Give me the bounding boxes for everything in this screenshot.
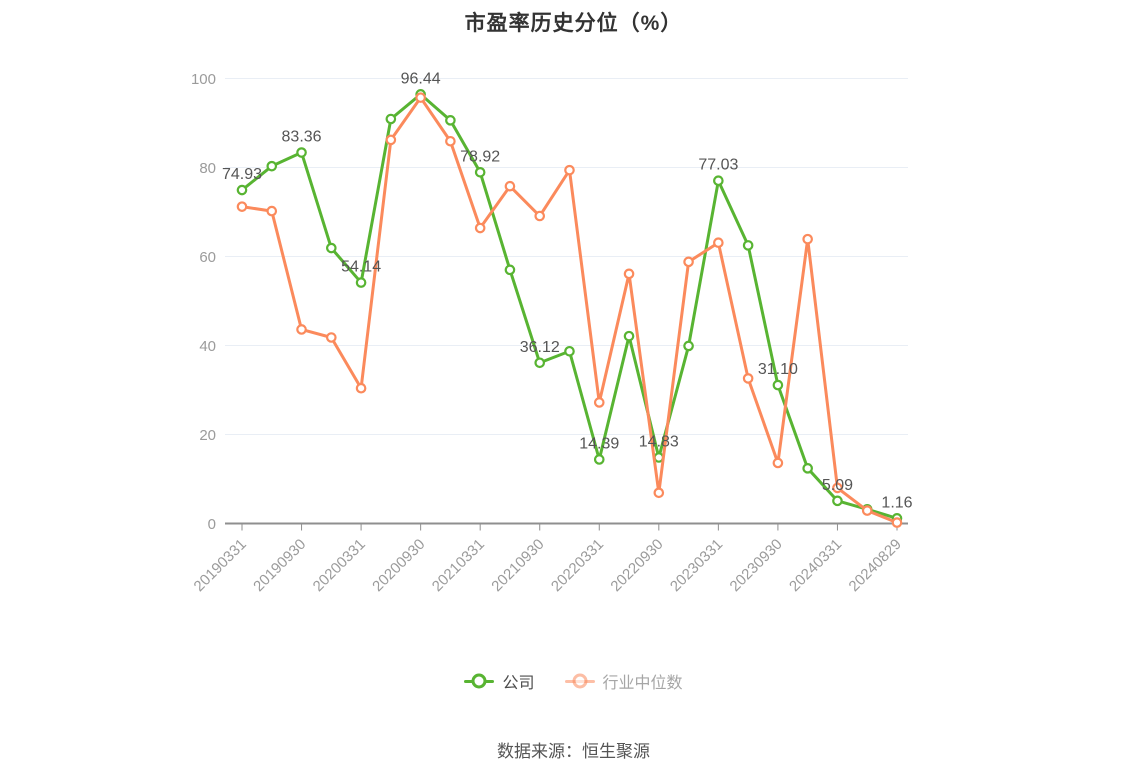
data-point-company-20191231[interactable] (326, 242, 337, 254)
data-point-industry-median-20210930[interactable] (534, 210, 546, 222)
data-point-company-20190930[interactable] (296, 147, 307, 158)
data-point-company-20190331[interactable] (236, 184, 248, 196)
data-point-industry-median-20231231[interactable] (802, 233, 813, 245)
point-value-label: 96.44 (401, 70, 441, 87)
data-point-company-20230930[interactable] (772, 379, 784, 391)
point-value-label: 14.39 (579, 435, 619, 452)
data-point-company-20190630[interactable] (266, 160, 278, 172)
data-point-industry-median-20191231[interactable] (326, 332, 337, 343)
data-point-company-20210331[interactable] (474, 167, 486, 178)
data-point-company-20211231[interactable] (564, 345, 575, 357)
data-point-company-20210630[interactable] (504, 264, 516, 276)
point-value-label: 78.92 (460, 148, 500, 165)
data-point-industry-median-20220630[interactable] (623, 268, 635, 280)
data-point-industry-median-20201231[interactable] (445, 135, 456, 147)
data-point-company-20221231[interactable] (683, 340, 694, 352)
data-point-industry-median-20200630[interactable] (385, 134, 397, 146)
y-axis-tick-label: 20 (199, 427, 216, 444)
data-point-company-20210930[interactable] (534, 357, 546, 369)
legend-item-company[interactable]: 公司 (464, 669, 535, 693)
data-point-industry-median-20240331[interactable] (832, 482, 843, 494)
data-point-industry-median-20200930[interactable] (415, 92, 426, 103)
point-value-label: 1.16 (881, 494, 912, 511)
x-axis-tick-label: 20210930 (488, 536, 547, 595)
series-line-industry-median (240, 96, 899, 525)
chart-title: 市盈率历史分位（%） (464, 12, 683, 35)
legend-item-industry-median[interactable]: 行业中位数 (564, 669, 683, 693)
y-axis-tick-label: 100 (191, 71, 216, 88)
x-axis-tick-label: 20200331 (310, 536, 369, 595)
x-axis-tick-label: 20240331 (786, 536, 845, 595)
x-axis-tick-label: 20190331 (191, 536, 250, 595)
y-axis-tick-label: 40 (199, 338, 216, 355)
point-value-label: 14.83 (639, 434, 679, 451)
data-point-industry-median-20240630[interactable] (861, 505, 873, 516)
data-point-company-20220630[interactable] (623, 330, 635, 342)
company-series-legend-icon (464, 673, 495, 689)
data-point-company-20200331[interactable] (355, 277, 367, 288)
data-point-industry-median-20190630[interactable] (266, 205, 278, 217)
data-point-company-20240331[interactable] (832, 495, 843, 507)
data-point-company-20230331[interactable] (713, 175, 724, 187)
data-source-note: 数据来源：恒生聚源 (497, 742, 650, 761)
x-axis-tick-label: 20230331 (667, 536, 726, 595)
data-point-industry-median-20210630[interactable] (504, 180, 516, 192)
point-value-label: 54.14 (341, 259, 381, 276)
x-axis-tick-label: 20240829 (846, 536, 905, 595)
point-value-label: 83.36 (282, 129, 322, 146)
data-point-industry-median-20200331[interactable] (355, 382, 367, 394)
data-point-industry-median-20230331[interactable] (713, 237, 724, 249)
data-point-industry-median-20221231[interactable] (683, 256, 694, 268)
data-point-industry-median-20210331[interactable] (474, 222, 486, 234)
x-axis-tick-label: 20200930 (369, 536, 428, 595)
data-point-industry-median-20230930[interactable] (772, 457, 784, 469)
point-value-label: 74.93 (222, 166, 262, 183)
point-value-label: 31.10 (758, 361, 798, 378)
data-point-industry-median-20190331[interactable] (236, 201, 248, 212)
y-axis-tick-label: 60 (199, 249, 216, 266)
data-point-industry-median-20211231[interactable] (564, 164, 575, 176)
data-point-company-20200630[interactable] (385, 113, 397, 125)
x-axis-tick-label: 20190930 (250, 536, 309, 595)
data-point-industry-median-20230630[interactable] (742, 373, 754, 384)
data-point-company-20230630[interactable] (742, 240, 754, 251)
data-point-industry-median-20220930[interactable] (653, 487, 665, 499)
x-axis-tick-label: 20220930 (607, 536, 666, 595)
data-point-industry-median-20220331[interactable] (593, 397, 605, 408)
x-axis-tick-label: 20210331 (429, 536, 488, 595)
data-point-company-20231231[interactable] (802, 463, 813, 474)
point-value-label: 36.12 (520, 339, 560, 356)
y-axis-tick-label: 0 (208, 516, 216, 533)
data-point-company-20201231[interactable] (445, 115, 456, 126)
data-point-company-20220331[interactable] (593, 454, 605, 465)
x-axis-tick-label: 20230930 (727, 536, 786, 595)
industry-median-series-legend-icon (564, 673, 595, 689)
point-value-label: 5.09 (822, 477, 853, 494)
point-value-label: 77.03 (698, 157, 738, 174)
data-point-industry-median-20240829[interactable] (891, 517, 903, 528)
x-axis-tick-label: 20220331 (548, 536, 607, 595)
legend-label-industry-median: 行业中位数 (602, 675, 683, 692)
data-point-industry-median-20190930[interactable] (296, 324, 307, 335)
chart-legend: 公司 行业中位数 (0, 669, 1147, 693)
y-axis-tick-label: 80 (199, 160, 216, 177)
legend-label-company: 公司 (502, 675, 535, 692)
